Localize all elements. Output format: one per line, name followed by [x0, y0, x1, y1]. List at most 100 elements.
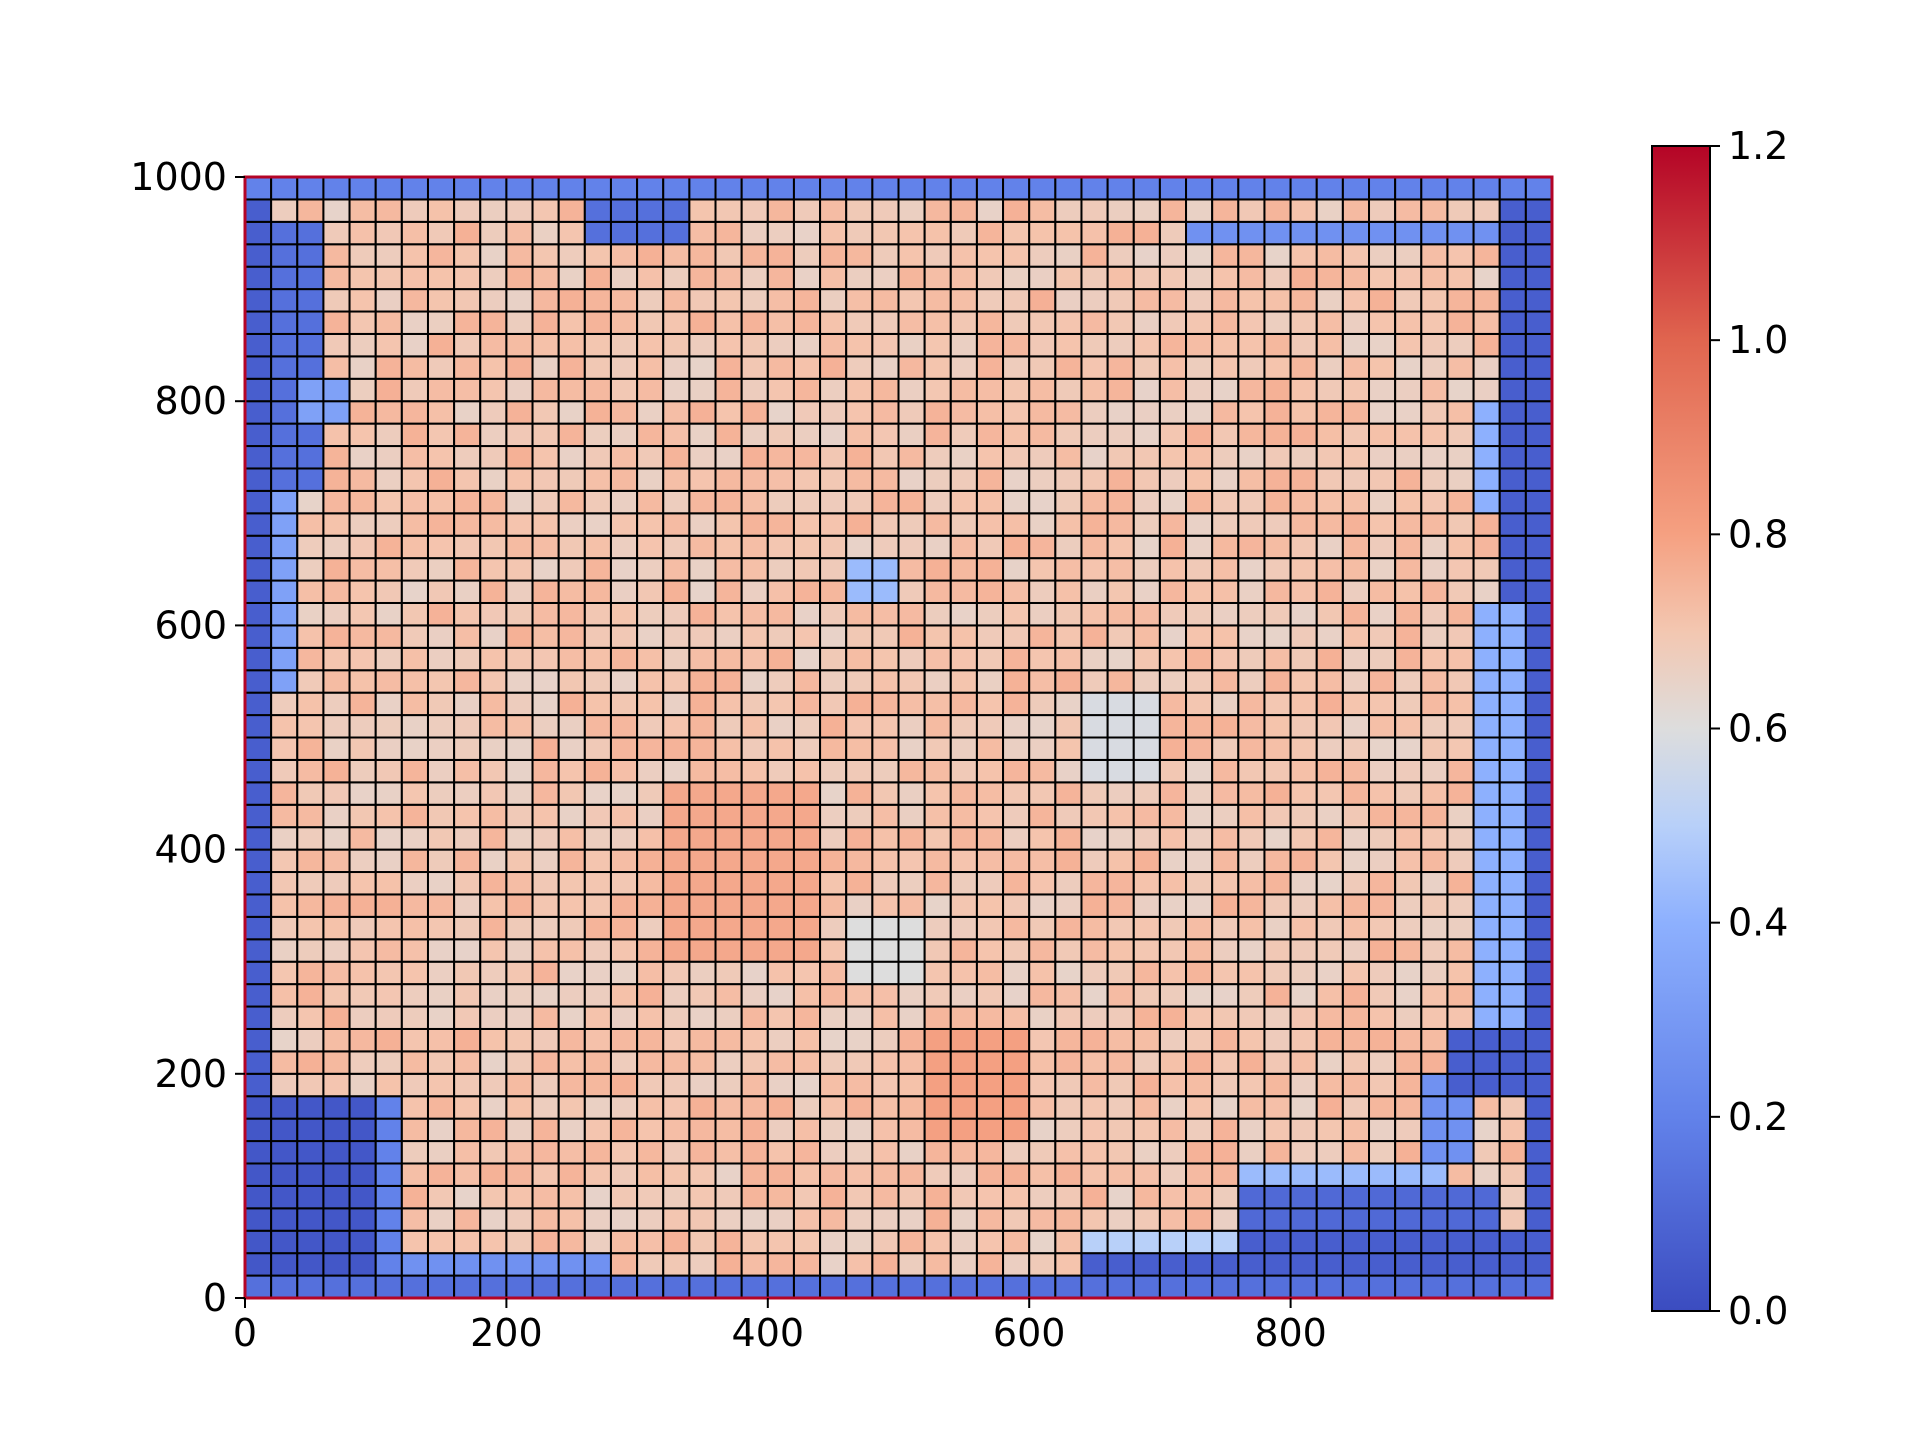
heatmap-cell: [1028, 1274, 1057, 1299]
heatmap-cell: [1054, 445, 1083, 470]
heatmap-cell: [1106, 1207, 1135, 1232]
heatmap-cell: [1028, 736, 1057, 761]
heatmap-cell: [845, 1072, 874, 1098]
heatmap-cell: [975, 848, 1005, 874]
heatmap-cell: [400, 938, 429, 963]
heatmap-cell: [1080, 781, 1109, 806]
heatmap-cell: [766, 983, 795, 1008]
heatmap-cell: [1263, 579, 1292, 604]
heatmap-cell: [949, 512, 978, 537]
heatmap-cell: [714, 467, 743, 492]
heatmap-cell: [1315, 243, 1344, 268]
heatmap-cell: [1263, 1027, 1292, 1053]
heatmap-cell: [505, 691, 534, 717]
heatmap-cell: [1054, 691, 1083, 717]
heatmap-cell: [871, 265, 900, 291]
heatmap-cell: [845, 1095, 874, 1120]
heatmap-cell: [1080, 1229, 1109, 1255]
heatmap-cell: [505, 1095, 534, 1120]
heatmap-cell: [1106, 983, 1135, 1008]
heatmap-cell: [1237, 1005, 1266, 1030]
heatmap-cell: [322, 983, 351, 1008]
heatmap-cell: [1054, 534, 1083, 560]
heatmap-cell: [1341, 826, 1371, 851]
heatmap-cell: [557, 377, 586, 403]
heatmap-cell: [1394, 1184, 1423, 1210]
heatmap-cell: [1106, 557, 1135, 582]
heatmap-cell: [714, 445, 743, 470]
heatmap-cell: [583, 1274, 612, 1299]
heatmap-cell: [871, 1005, 900, 1030]
heatmap-cell: [792, 893, 822, 918]
heatmap-cell: [975, 1229, 1005, 1255]
heatmap-cell: [871, 332, 900, 358]
heatmap-cell: [1028, 983, 1057, 1008]
heatmap-cell: [244, 1162, 273, 1187]
heatmap-cell: [1028, 758, 1057, 784]
heatmap-cell: [1185, 288, 1214, 313]
heatmap-cell: [270, 288, 299, 313]
heatmap-cell: [1420, 176, 1449, 201]
heatmap-cell: [1368, 1184, 1397, 1210]
heatmap-cell: [662, 1140, 691, 1165]
heatmap-cell: [845, 1162, 874, 1187]
heatmap-cell: [609, 601, 639, 627]
heatmap-cell: [1394, 1162, 1423, 1187]
heatmap-cell: [1158, 758, 1188, 784]
heatmap-cell: [1524, 848, 1553, 874]
heatmap-cell: [1185, 646, 1214, 672]
heatmap-cell: [322, 534, 351, 560]
heatmap-cell: [1237, 220, 1266, 246]
heatmap-cell: [662, 557, 691, 582]
heatmap-cell: [1315, 938, 1344, 963]
heatmap-cell: [1237, 1027, 1266, 1053]
heatmap-cell: [270, 220, 299, 246]
heatmap-cell: [1315, 176, 1344, 201]
heatmap-cell: [740, 803, 769, 829]
heatmap-cell: [583, 557, 612, 582]
heatmap-cell: [348, 915, 377, 941]
heatmap-cell: [1446, 310, 1475, 335]
heatmap-cell: [505, 1184, 534, 1210]
heatmap-cell: [1185, 422, 1214, 448]
heatmap-cell: [897, 332, 926, 358]
heatmap-cell: [1368, 758, 1397, 784]
heatmap-cell: [766, 1027, 795, 1053]
heatmap-cell: [505, 803, 534, 829]
heatmap-cell: [322, 938, 351, 963]
heatmap-cell: [1368, 534, 1397, 560]
heatmap-cell: [244, 1095, 273, 1120]
heatmap-cell: [1080, 1207, 1109, 1232]
heatmap-cell: [766, 646, 795, 672]
heatmap-cell: [270, 915, 299, 941]
heatmap-cell: [871, 624, 900, 649]
heatmap-cell: [1446, 781, 1475, 806]
heatmap-cell: [1289, 445, 1318, 470]
heatmap-cell: [1289, 534, 1318, 560]
heatmap-cell: [1106, 871, 1135, 896]
heatmap-cell: [949, 915, 978, 941]
heatmap-cell: [819, 512, 848, 537]
heatmap-cell: [923, 714, 952, 739]
heatmap-cell: [1341, 489, 1371, 515]
heatmap-cell: [1341, 1207, 1371, 1232]
heatmap-cell: [1211, 646, 1240, 672]
heatmap-cell: [1054, 646, 1083, 672]
heatmap-cell: [819, 445, 848, 470]
heatmap-cell: [400, 1072, 429, 1098]
heatmap-cell: [453, 1027, 482, 1053]
heatmap-cell: [636, 512, 665, 537]
heatmap-cell: [1106, 243, 1135, 268]
heatmap-cell: [505, 377, 534, 403]
heatmap-cell: [819, 1095, 848, 1120]
heatmap-cell: [1158, 983, 1188, 1008]
heatmap-cell: [1420, 1162, 1449, 1187]
heatmap-cell: [1132, 1229, 1161, 1255]
heatmap-cell: [609, 893, 639, 918]
heatmap-cell: [1446, 1072, 1475, 1098]
heatmap-cell: [1446, 1184, 1475, 1210]
heatmap-cell: [1446, 624, 1475, 649]
heatmap-cell: [871, 1274, 900, 1299]
heatmap-cell: [975, 871, 1005, 896]
heatmap-cell: [1315, 422, 1344, 448]
